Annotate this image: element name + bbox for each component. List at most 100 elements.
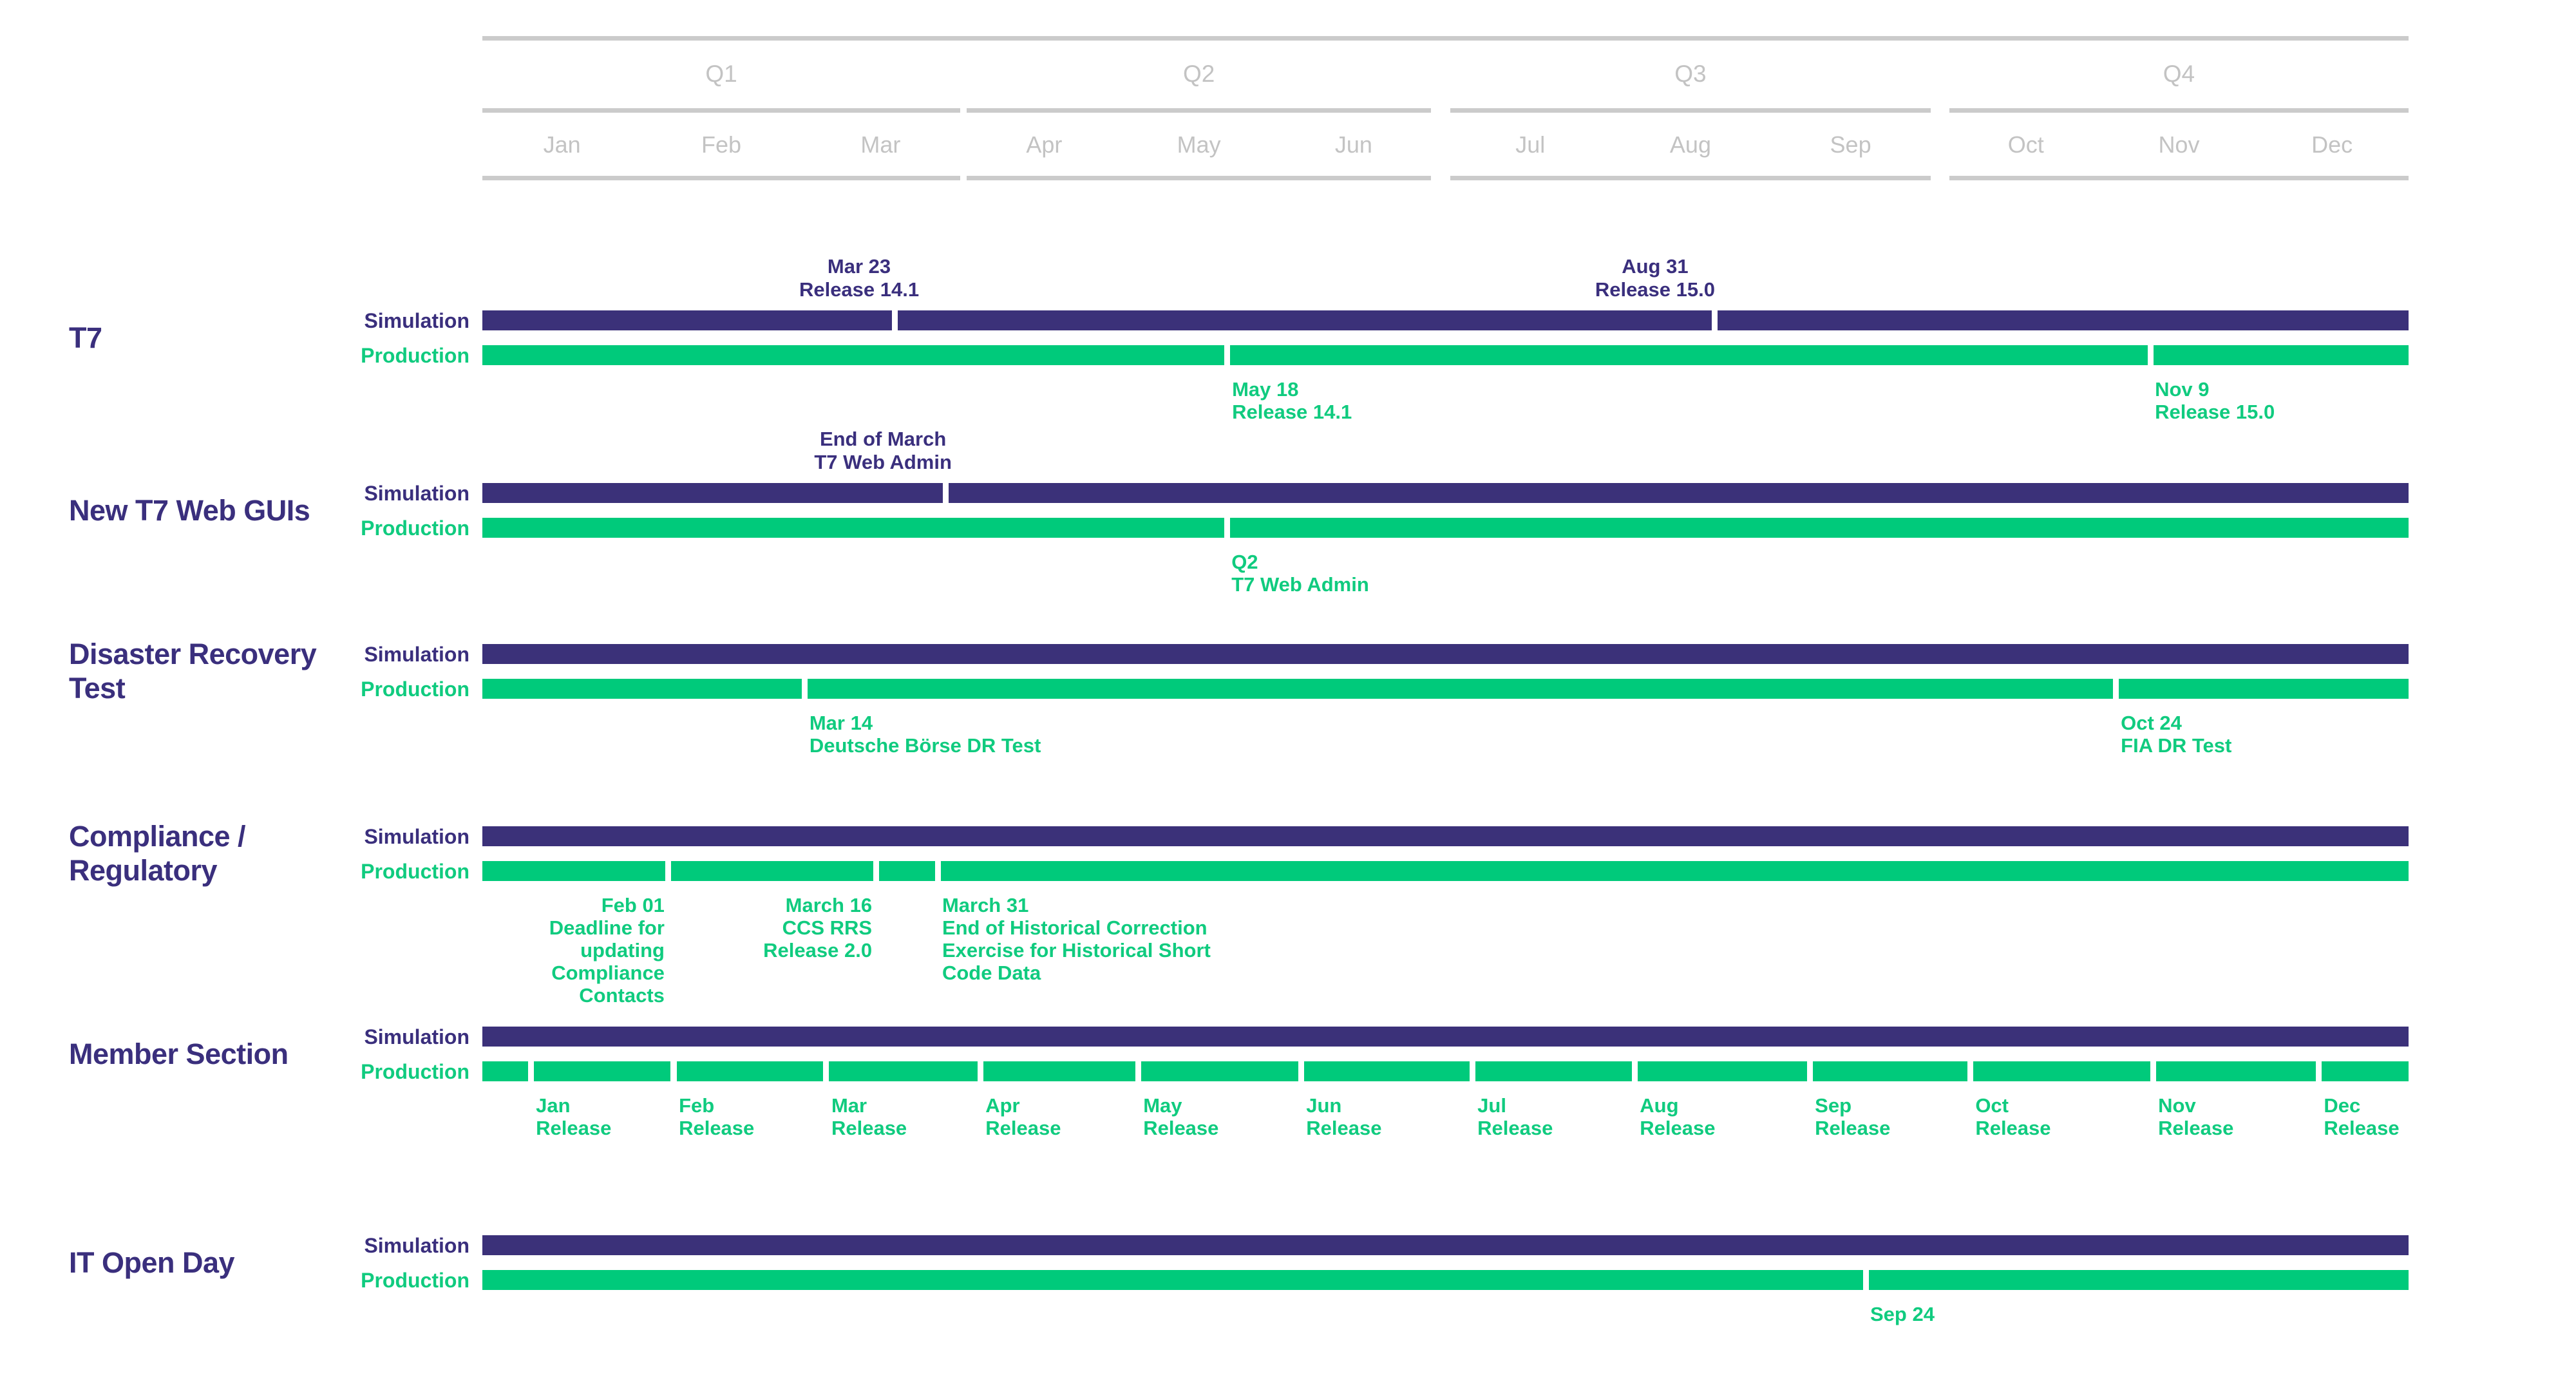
milestone-label-below: Oct Release [1975,1094,2050,1139]
simulation-row-label: Simulation [364,482,469,505]
axis-quarter-line [1450,108,1931,113]
milestone-label-above: Mar 23 Release 14.1 [799,255,919,301]
production-bar-segment [2153,345,2409,365]
milestone-label-below: Jul Release [1477,1094,1553,1139]
simulation-bar-segment [482,310,893,330]
production-row-label: Production [361,860,469,883]
milestone-label-line: Release 2.0 [763,939,873,962]
milestone-label-line: Jun [1306,1094,1342,1117]
milestone-label-line: T7 Web Admin [1231,573,1369,596]
milestone-label-line: Release 15.0 [1595,278,1715,301]
production-bar-segment [983,1061,1135,1081]
quarter-label: Q1 [705,61,737,87]
milestone-label-line: Deutsche Börse DR Test [809,734,1041,757]
milestone-label-above: Aug 31 Release 15.0 [1595,255,1715,301]
milestone-label-below: Nov 9 Release 15.0 [2155,378,2275,423]
milestone-label-line: Release [2158,1117,2234,1139]
production-bar-segment [829,1061,978,1081]
milestone-label-line: Release [985,1117,1061,1139]
simulation-row-label: Simulation [364,1234,469,1257]
milestone-label-line: Sep 24 [1870,1303,1935,1325]
milestone-label-line: Apr [985,1094,1020,1117]
milestone-label-below: Mar Release [831,1094,907,1139]
simulation-bar-segment [482,483,943,503]
milestone-label-line: Jan [536,1094,571,1117]
row-label-line: Regulatory [69,854,218,887]
month-label: Nov [2158,131,2200,158]
milestone-label-below: Jun Release [1306,1094,1381,1139]
row-label-line: Compliance / [69,820,246,853]
production-bar-segment [1229,518,2409,538]
milestone-label-line: Release [679,1117,755,1139]
production-bar-segment [2119,679,2409,699]
milestone-label-line: Jul [1477,1094,1506,1117]
milestone-label-below: Feb Release [679,1094,754,1139]
milestone-label-below: Dec Release [2324,1094,2399,1139]
milestone-label-below: Sep 24 [1870,1303,1935,1325]
production-row-label: Production [361,1269,469,1292]
row-label-line: Member Section [69,1037,289,1070]
milestone-label-below: March 16 CCS RRS Release 2.0 [763,894,872,962]
production-bar-segment [482,679,802,699]
axis-quarter-line [482,108,961,113]
production-bar-segment [482,861,666,881]
production-bar-segment [1637,1061,1807,1081]
milestone-label-line: March 16 [785,894,873,916]
milestone-label-line: Nov [2158,1094,2196,1117]
milestone-label-line: Feb [679,1094,715,1117]
milestone-label-below: Sep Release [1815,1094,1890,1139]
month-label: Apr [1026,131,1063,158]
simulation-row-label: Simulation [364,643,469,666]
milestone-label-line: March 31 [942,894,1029,916]
production-bar-segment [1141,1061,1298,1081]
production-bar-segment [1812,1061,1967,1081]
month-label: Oct [2007,131,2044,158]
simulation-row-label: Simulation [364,309,469,332]
row-label-line: T7 [69,321,102,354]
simulation-bar-segment [1717,310,2409,330]
milestone-label-line: CCS RRS [782,916,873,939]
row-label-new-t7-web-guis: New T7 Web GUIs [69,493,310,527]
milestone-label-line: Nov 9 [2155,378,2210,401]
row-label-compliance-regulatory: Compliance / Regulatory [69,819,246,887]
row-label-t7: T7 [69,321,102,355]
milestone-label-line: Release [536,1117,612,1139]
milestone-label-below: March 31 End of Historical Correction Exer… [942,894,1211,984]
milestone-label-line: Release 14.1 [799,278,920,301]
row-label-line: New T7 Web GUIs [69,493,310,527]
milestone-label-below: Mar 14 Deutsche Börse DR Test [810,712,1041,757]
month-label: Jul [1515,131,1546,158]
row-label-line: Test [69,672,126,705]
milestone-label-line: Release 15.0 [2155,401,2275,423]
milestone-label-line: Release [1975,1117,2051,1139]
milestone-label-line: Sep [1815,1094,1852,1117]
milestone-label-line: Release [1640,1117,1716,1139]
production-bar-segment [676,1061,824,1081]
milestone-label-line: May 18 [1232,378,1299,401]
milestone-label-line: Contacts [579,984,665,1007]
axis-quarter-line [1949,108,2409,113]
milestone-label-line: Release [831,1117,907,1139]
milestone-label-line: Oct [1975,1094,2009,1117]
milestone-label-line: Compliance [551,962,665,984]
simulation-bar-segment [948,483,2409,503]
simulation-bar-segment [482,644,2409,664]
production-bar-segment [482,1270,1863,1290]
milestone-label-below: Feb 01 Deadline for updating Compliance Cont… [549,894,665,1007]
milestone-label-line: Mar 14 [809,712,873,734]
milestone-label-line: Release [1815,1117,1891,1139]
milestone-label-line: Mar [831,1094,867,1117]
production-row-label: Production [361,678,469,701]
milestone-label-line: Aug [1640,1094,1679,1117]
milestone-label-line: Release [1306,1117,1382,1139]
milestone-label-line: End of March [819,428,947,450]
milestone-label-line: FIA DR Test [2121,734,2232,757]
production-bar-segment [482,345,1225,365]
simulation-row-label: Simulation [364,825,469,848]
production-bar-segment [482,518,1224,538]
milestone-label-line: Q2 [1231,551,1258,573]
milestone-label-line: Dec [2324,1094,2361,1117]
production-bar-segment [808,679,2114,699]
simulation-row-label: Simulation [364,1025,469,1048]
